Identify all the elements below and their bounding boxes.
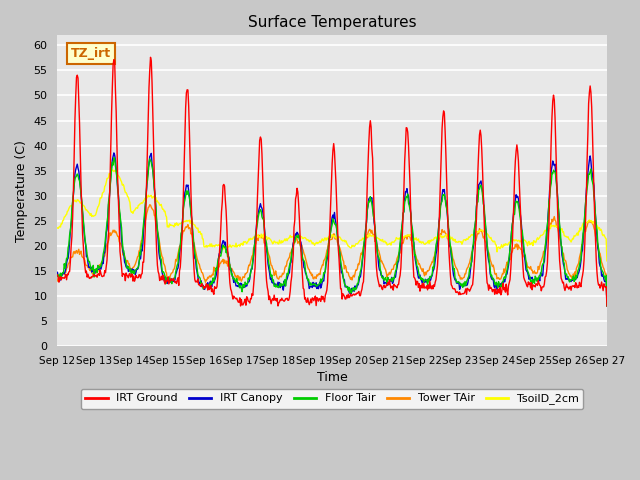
- Legend: IRT Ground, IRT Canopy, Floor Tair, Tower TAir, TsoilD_2cm: IRT Ground, IRT Canopy, Floor Tair, Towe…: [81, 389, 584, 409]
- Title: Surface Temperatures: Surface Temperatures: [248, 15, 417, 30]
- Text: TZ_irt: TZ_irt: [71, 47, 111, 60]
- Y-axis label: Temperature (C): Temperature (C): [15, 140, 28, 241]
- X-axis label: Time: Time: [317, 372, 348, 384]
